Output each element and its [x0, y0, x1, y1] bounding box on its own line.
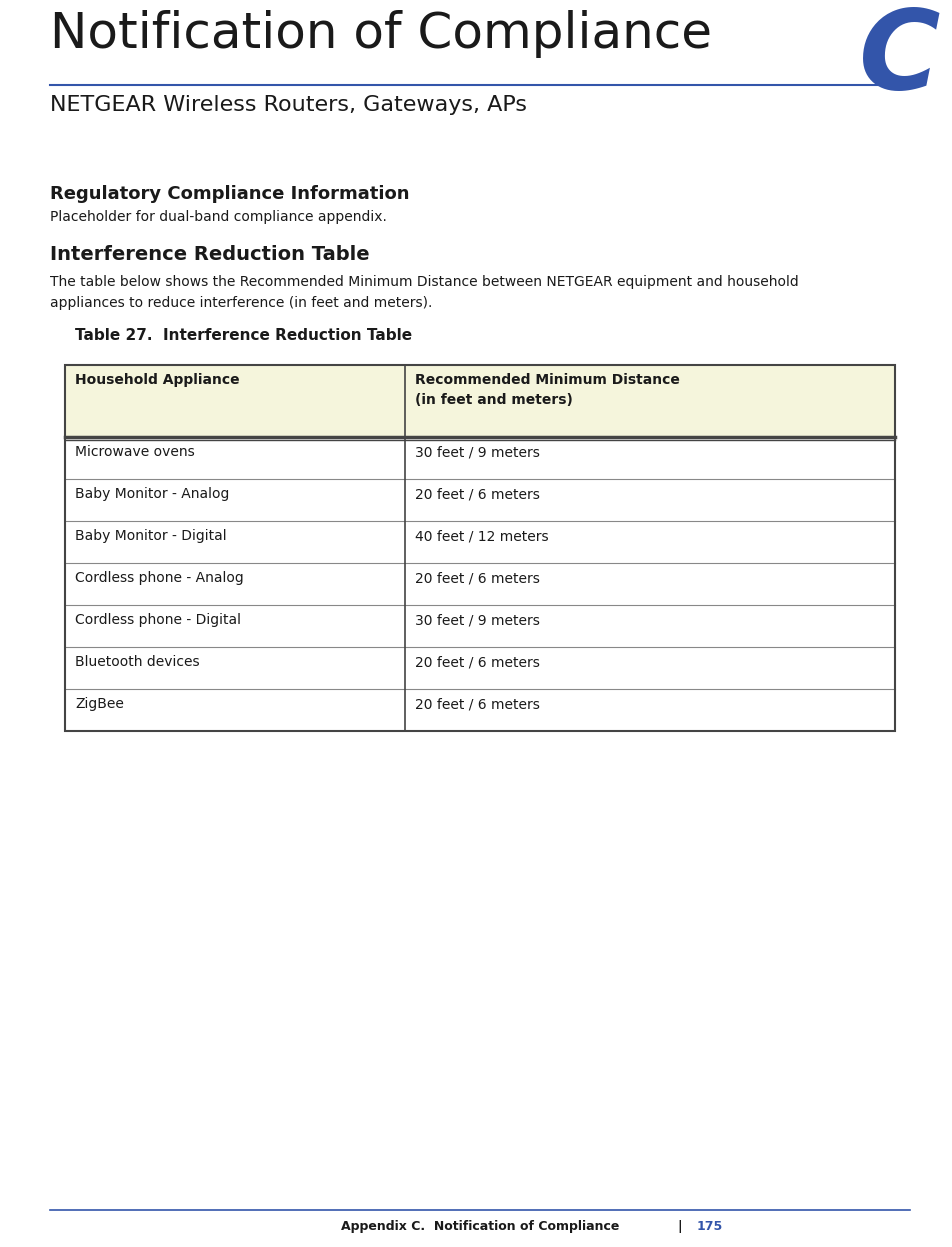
- Text: C: C: [859, 5, 940, 112]
- Text: Baby Monitor - Digital: Baby Monitor - Digital: [75, 529, 227, 542]
- Text: 20 feet / 6 meters: 20 feet / 6 meters: [415, 571, 540, 585]
- Text: Placeholder for dual-band compliance appendix.: Placeholder for dual-band compliance app…: [50, 209, 387, 224]
- Text: Bluetooth devices: Bluetooth devices: [75, 655, 200, 668]
- Text: Interference Reduction Table: Interference Reduction Table: [50, 244, 369, 264]
- Text: Recommended Minimum Distance
(in feet and meters): Recommended Minimum Distance (in feet an…: [415, 373, 680, 407]
- Bar: [65, 365, 895, 436]
- Text: Appendix C.  Notification of Compliance: Appendix C. Notification of Compliance: [341, 1220, 619, 1233]
- Text: 175: 175: [697, 1220, 724, 1233]
- Text: ZigBee: ZigBee: [75, 697, 124, 711]
- Text: 20 feet / 6 meters: 20 feet / 6 meters: [415, 697, 540, 711]
- Text: Notification of Compliance: Notification of Compliance: [50, 10, 712, 59]
- Text: Regulatory Compliance Information: Regulatory Compliance Information: [50, 185, 409, 203]
- Text: 20 feet / 6 meters: 20 feet / 6 meters: [415, 655, 540, 668]
- Text: 30 feet / 9 meters: 30 feet / 9 meters: [415, 445, 540, 459]
- Text: Table 27.  Interference Reduction Table: Table 27. Interference Reduction Table: [75, 328, 412, 343]
- Bar: [65, 365, 895, 731]
- Text: Microwave ovens: Microwave ovens: [75, 445, 195, 459]
- Text: Cordless phone - Digital: Cordless phone - Digital: [75, 614, 241, 627]
- Text: 30 feet / 9 meters: 30 feet / 9 meters: [415, 614, 540, 627]
- Text: Household Appliance: Household Appliance: [75, 373, 240, 387]
- Text: NETGEAR Wireless Routers, Gateways, APs: NETGEAR Wireless Routers, Gateways, APs: [50, 95, 527, 115]
- Text: 20 feet / 6 meters: 20 feet / 6 meters: [415, 488, 540, 501]
- Text: 40 feet / 12 meters: 40 feet / 12 meters: [415, 529, 548, 542]
- Text: The table below shows the Recommended Minimum Distance between NETGEAR equipment: The table below shows the Recommended Mi…: [50, 276, 799, 309]
- Text: Cordless phone - Analog: Cordless phone - Analog: [75, 571, 244, 585]
- Text: |: |: [678, 1220, 683, 1233]
- Text: Baby Monitor - Analog: Baby Monitor - Analog: [75, 488, 229, 501]
